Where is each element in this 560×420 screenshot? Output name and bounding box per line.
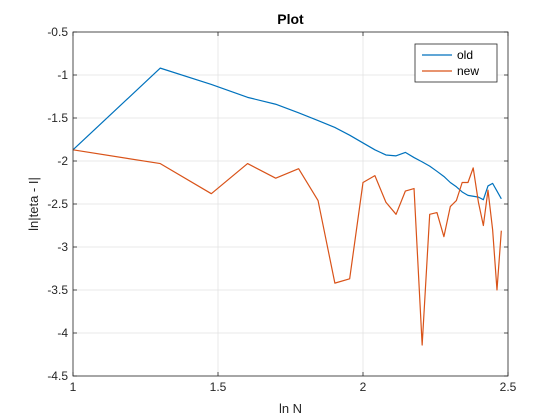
legend-label-old: old bbox=[457, 48, 473, 62]
legend: old new bbox=[414, 43, 498, 83]
y-axis-label: ln|teta - I| bbox=[26, 177, 41, 231]
y-tick-label: -3 bbox=[57, 240, 68, 254]
x-tick-label: 1.5 bbox=[210, 380, 227, 394]
series-line-old bbox=[72, 67, 502, 201]
y-tick-label: -4 bbox=[57, 326, 68, 340]
series-layer bbox=[72, 67, 502, 346]
y-tick-label: -4.5 bbox=[47, 369, 68, 383]
y-tick-label: -1.5 bbox=[47, 111, 68, 125]
y-tick-label: -2 bbox=[57, 154, 68, 168]
chart-title: Plot bbox=[277, 11, 304, 27]
legend-label-new: new bbox=[457, 64, 479, 78]
y-tick-label: -3.5 bbox=[47, 283, 68, 297]
legend-box bbox=[414, 43, 498, 83]
x-tick-label: 1 bbox=[70, 380, 77, 394]
y-tick-label: -1 bbox=[57, 68, 68, 82]
x-axis-label: ln N bbox=[279, 401, 302, 416]
x-tick-label: 2.5 bbox=[500, 380, 517, 394]
series-line-new bbox=[72, 149, 502, 346]
y-tick-label: -0.5 bbox=[47, 25, 68, 39]
y-tick-label: -2.5 bbox=[47, 197, 68, 211]
x-tick-label: 2 bbox=[360, 380, 367, 394]
ticks: 1 1.5 2 2.5 -0.5 -1 -1.5 -2 -2.5 -3 -3.5 -4 -4.5 bbox=[47, 25, 516, 394]
